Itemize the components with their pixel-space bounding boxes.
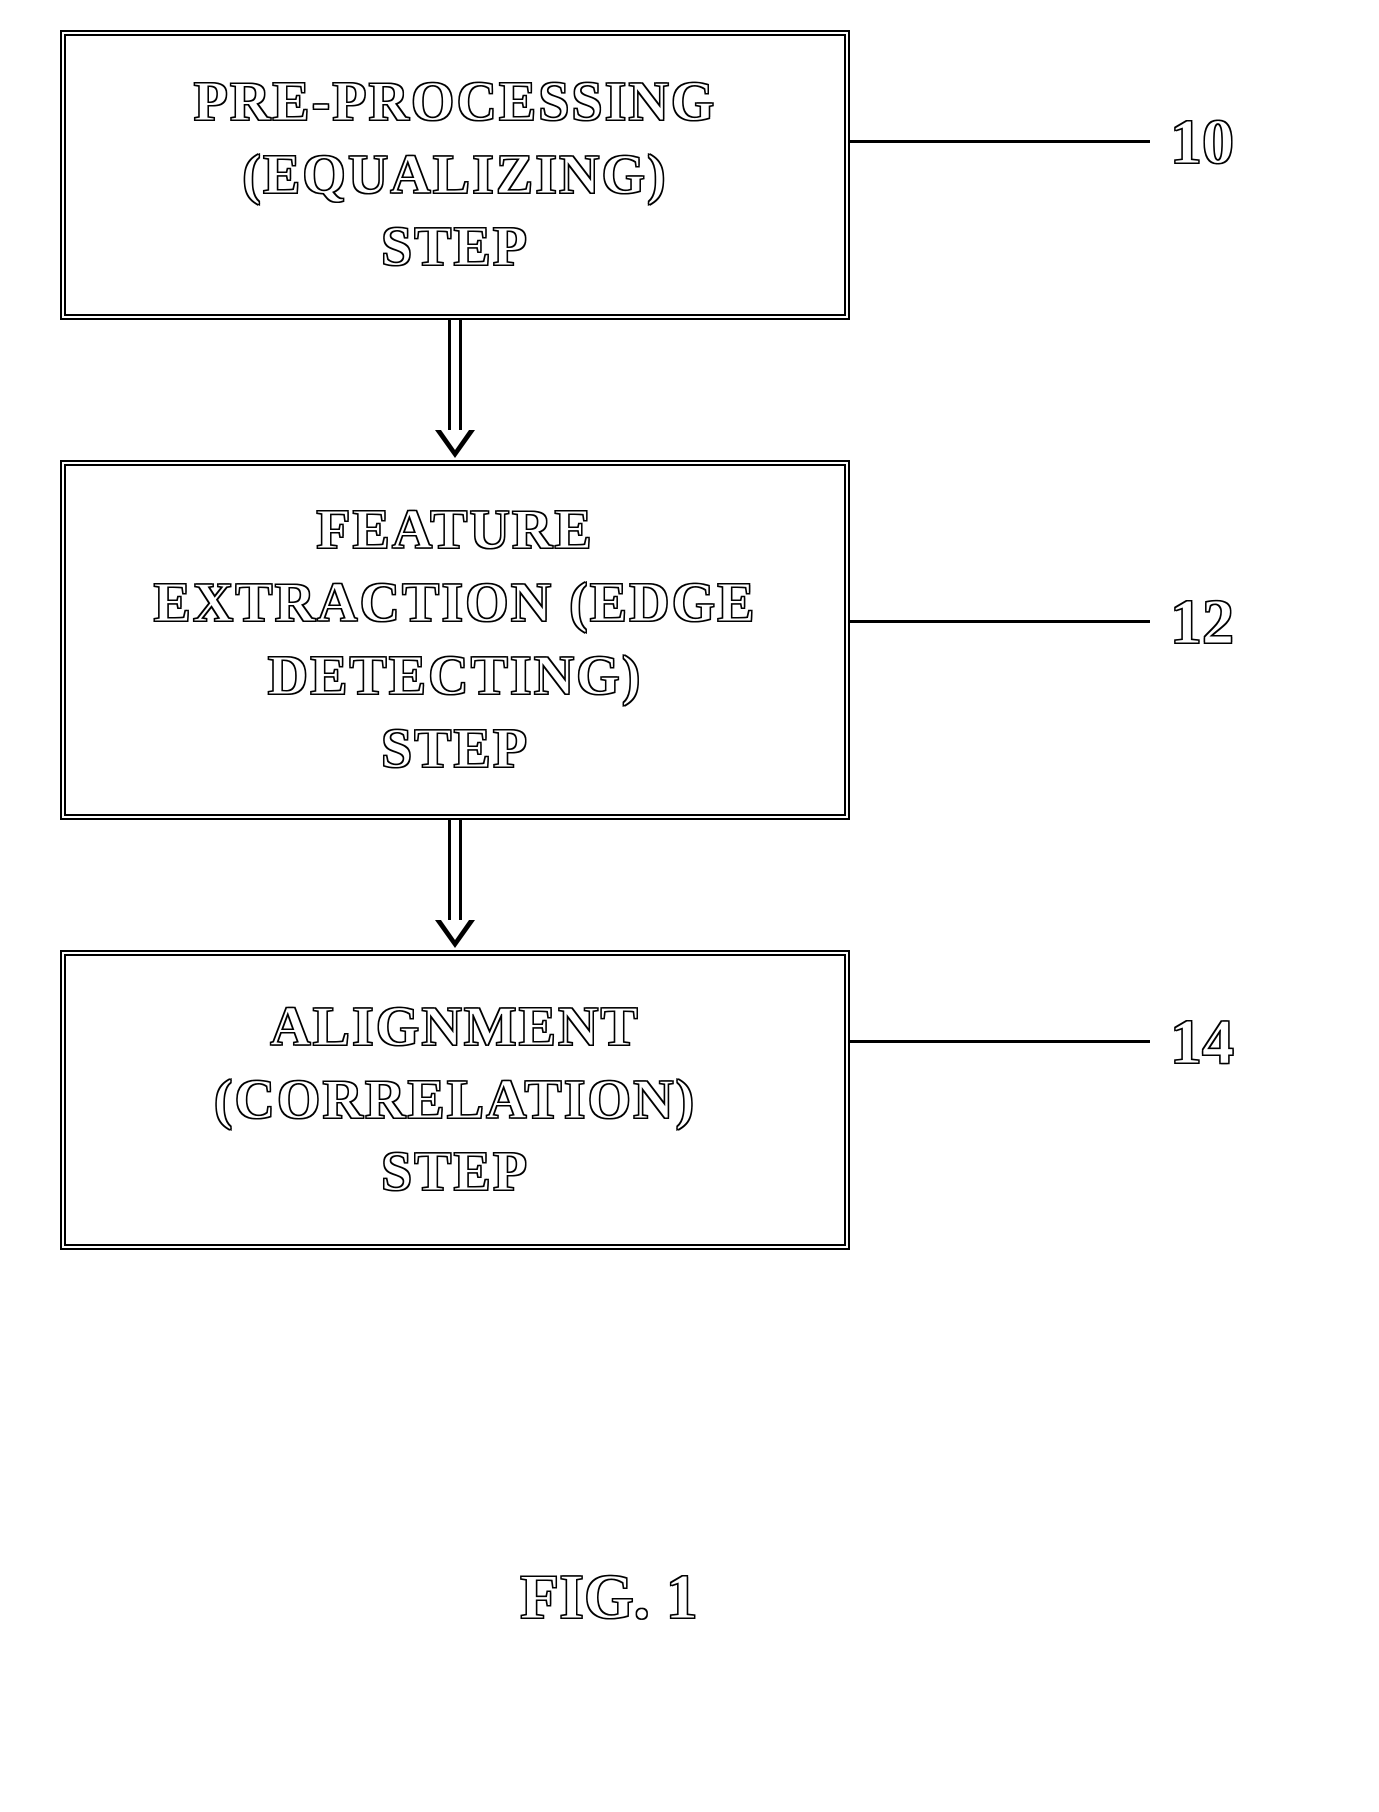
step-box-feature-extraction: FEATURE EXTRACTION (EDGE DETECTING) STEP: [60, 460, 850, 820]
step3-line1: ALIGNMENT: [270, 996, 640, 1058]
step-text-3: ALIGNMENT (CORRELATION) STEP: [214, 991, 696, 1209]
step-text-1: PRE-PROCESSING (EQUALIZING) STEP: [194, 66, 717, 284]
step-box-alignment: ALIGNMENT (CORRELATION) STEP: [60, 950, 850, 1250]
ref-label-14: 14: [1170, 1005, 1234, 1079]
arrow-head-2: [435, 920, 475, 948]
label-connector-3: [850, 1040, 1150, 1043]
arrow-head-1: [435, 430, 475, 458]
figure-caption: FIG. 1: [520, 1560, 698, 1634]
step3-line3: STEP: [381, 1141, 529, 1203]
step2-line3: DETECTING): [268, 645, 643, 707]
step2-line1: FEATURE: [316, 499, 593, 561]
step1-line2: (EQUALIZING): [242, 144, 667, 206]
ref-label-12: 12: [1170, 585, 1234, 659]
arrow-shaft-2: [448, 820, 462, 920]
label-connector-2: [850, 620, 1150, 623]
step2-line2: EXTRACTION (EDGE: [154, 572, 757, 634]
label-connector-1: [850, 140, 1150, 143]
step3-line2: (CORRELATION): [214, 1069, 696, 1131]
step-box-preprocessing: PRE-PROCESSING (EQUALIZING) STEP: [60, 30, 850, 320]
step1-line3: STEP: [381, 216, 529, 278]
ref-label-10: 10: [1170, 105, 1234, 179]
arrow-shaft-1: [448, 320, 462, 430]
step1-line1: PRE-PROCESSING: [194, 71, 717, 133]
step2-line4: STEP: [381, 718, 529, 780]
step-text-2: FEATURE EXTRACTION (EDGE DETECTING) STEP: [154, 494, 757, 785]
